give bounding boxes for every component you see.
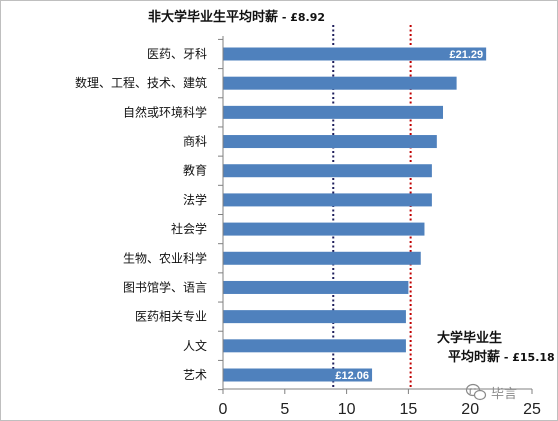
category-label: 生物、农业科学 xyxy=(123,250,207,265)
watermark-text: 毕言 xyxy=(491,387,517,402)
category-label: 人文 xyxy=(183,338,207,353)
x-tick-label: 0 xyxy=(219,401,228,418)
category-label: 法学 xyxy=(183,192,207,207)
x-tick-label: 25 xyxy=(523,401,541,418)
category-label: 社会学 xyxy=(171,221,207,236)
graduate-average-subtitle: 平均时薪 xyxy=(448,349,500,365)
bar xyxy=(223,76,457,90)
category-label: 数理、工程、技术、建筑 xyxy=(75,75,207,90)
bar xyxy=(223,368,373,382)
category-label: 商科 xyxy=(183,134,207,149)
category-label: 医药相关专业 xyxy=(135,309,207,324)
bar xyxy=(223,193,432,207)
non-graduate-average-label: 非大学毕业生平均时薪 - £8.92 xyxy=(148,9,325,25)
bar xyxy=(223,47,487,61)
bar xyxy=(223,135,437,149)
x-tick-label: 10 xyxy=(338,401,356,418)
data-label: £12.06 xyxy=(335,370,369,382)
category-label: 医药、牙科 xyxy=(147,47,207,61)
graduate-average-title: 大学毕业生 xyxy=(437,330,502,346)
category-label: 艺术 xyxy=(183,368,207,382)
wechat-icon xyxy=(465,383,487,401)
graduate-average-value: - £15.18 xyxy=(500,351,555,364)
non-graduate-average-title: 非大学毕业生平均时薪 xyxy=(148,9,278,25)
category-label: 自然或环境科学 xyxy=(123,104,207,119)
bar xyxy=(223,280,409,294)
bar xyxy=(223,310,406,324)
watermark: 毕言 xyxy=(465,383,517,402)
graduate-average-label: 平均时薪 - £15.18 xyxy=(448,349,555,365)
x-tick-label: 20 xyxy=(461,401,479,418)
x-tick-label: 15 xyxy=(400,401,418,418)
bar xyxy=(223,105,444,119)
bar xyxy=(223,339,406,353)
bar xyxy=(223,164,432,178)
category-label: 图书馆学、语言 xyxy=(123,279,207,294)
bar xyxy=(223,251,421,265)
category-label: 教育 xyxy=(183,163,207,178)
non-graduate-average-value: - £8.92 xyxy=(278,11,325,24)
x-tick-label: 5 xyxy=(280,401,289,418)
bar xyxy=(223,222,425,236)
data-label: £21.29 xyxy=(449,49,483,61)
